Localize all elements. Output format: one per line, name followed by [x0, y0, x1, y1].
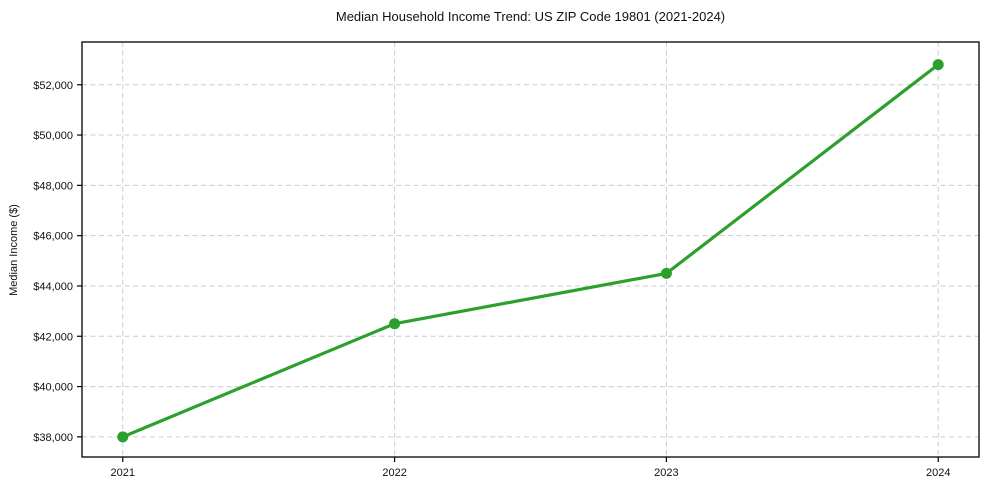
data-point-marker	[932, 59, 944, 71]
y-tick-label: $46,000	[33, 231, 73, 243]
data-point-marker	[117, 431, 129, 443]
x-tick-label: 2021	[111, 467, 135, 479]
y-tick-label: $38,000	[33, 432, 73, 444]
y-tick-label: $42,000	[33, 331, 73, 343]
x-tick-label: 2024	[926, 467, 950, 479]
y-tick-label: $44,000	[33, 281, 73, 293]
x-tick-label: 2022	[382, 467, 406, 479]
y-tick-label: $52,000	[33, 80, 73, 92]
trend-line	[121, 63, 940, 439]
x-tick-label: 2023	[654, 467, 678, 479]
chart-title: Median Household Income Trend: US ZIP Co…	[335, 9, 726, 24]
data-point-marker	[389, 318, 401, 330]
y-tick-label: $50,000	[33, 130, 73, 142]
plot-border	[81, 41, 980, 458]
y-tick-label: $40,000	[33, 382, 73, 394]
y-tick-label: $48,000	[33, 180, 73, 192]
data-point-marker	[660, 267, 672, 279]
